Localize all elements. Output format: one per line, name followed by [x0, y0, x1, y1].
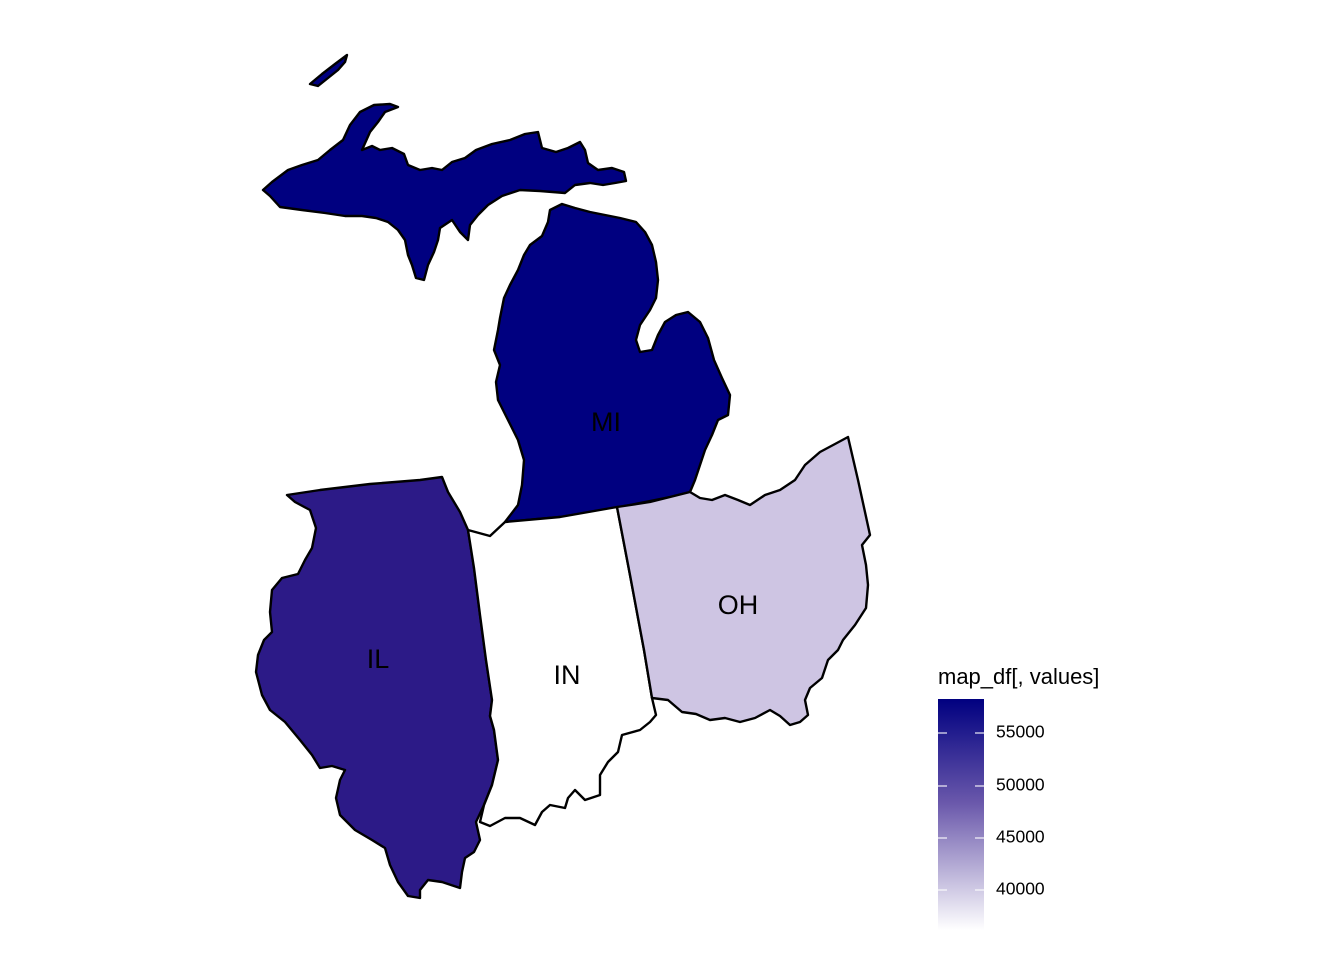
legend-tick-label: 45000: [996, 827, 1045, 847]
state-label-mi: MI: [591, 407, 621, 437]
state-il: [254, 475, 500, 900]
state-mi-lower: [492, 202, 732, 524]
state-mi-upper: [261, 102, 628, 282]
legend: map_df[, values] 55000 50000 45000 40000: [938, 664, 1099, 930]
legend-tick-label: 50000: [996, 775, 1045, 795]
state-label-il: IL: [367, 644, 390, 674]
state-label-in: IN: [554, 660, 581, 690]
state-oh: [615, 435, 872, 727]
state-mi-isle-royale: [308, 53, 349, 88]
legend-tick-label: 40000: [996, 879, 1045, 899]
legend-title: map_df[, values]: [938, 664, 1099, 689]
legend-tick-label: 55000: [996, 722, 1045, 742]
state-label-oh: OH: [718, 590, 759, 620]
legend-colorbar: [938, 699, 984, 930]
